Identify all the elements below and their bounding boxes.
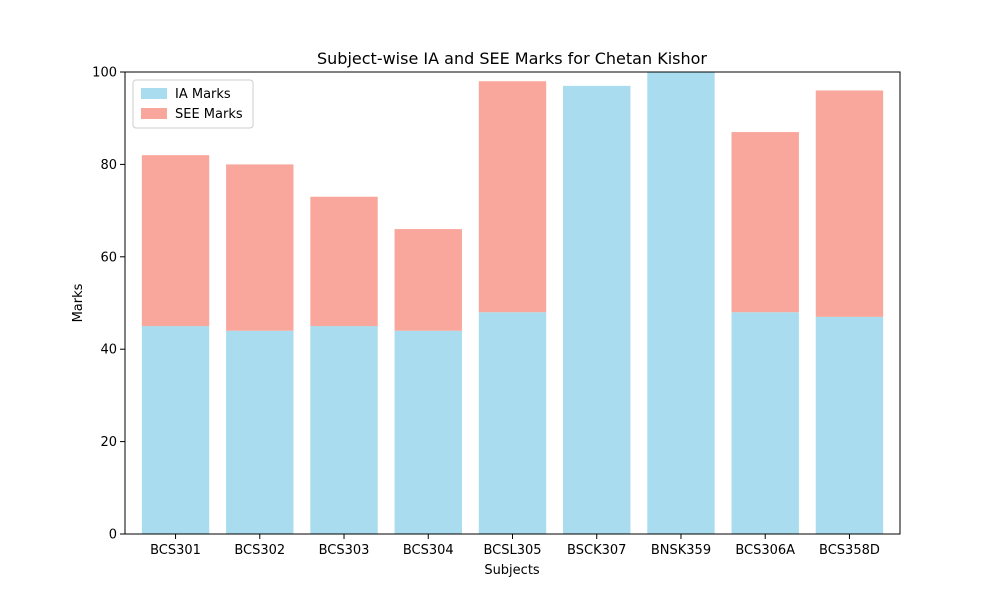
bar-see-bcsl305 [478, 81, 547, 313]
x-tick-label: BCSL305 [483, 543, 541, 558]
legend-swatch-see [141, 108, 167, 119]
x-axis-label: Subjects [484, 563, 540, 578]
x-tick-label: BSCK307 [567, 543, 626, 558]
x-tick-label: BCS306A [735, 543, 795, 558]
bar-ia-bcsl305 [478, 312, 547, 534]
bar-ia-bnsk359 [647, 72, 715, 534]
plot-area: 0 20 40 60 80 100 BCS301 BCS302 BCS303 BCS304 BCSL… [92, 66, 901, 558]
bar-ia-bcs301 [141, 326, 210, 534]
bar-ia-bcs303 [310, 326, 378, 534]
y-tick-label: 20 [100, 435, 117, 450]
y-tick-label: 80 [100, 158, 117, 173]
bar-ia-bcs358d [815, 316, 884, 534]
bar-ia-bsck307 [563, 85, 631, 535]
chart-title: Subject-wise IA and SEE Marks for Chetan… [317, 49, 707, 68]
bar-ia-bcs306a [731, 312, 799, 534]
y-tick-label: 0 [109, 528, 117, 543]
x-tick-label: BCS303 [319, 543, 370, 558]
bar-see-bcs358d [815, 90, 884, 317]
y-tick-label: 60 [100, 250, 117, 265]
bar-ia-bcs304 [394, 330, 462, 534]
bar-see-bcs304 [394, 229, 462, 331]
bar-see-bcs303 [310, 196, 378, 327]
y-tick-label: 100 [92, 66, 117, 81]
x-tick-label: BNSK359 [651, 543, 711, 558]
legend-swatch-ia [141, 88, 167, 99]
bar-ia-bcs302 [226, 330, 294, 534]
x-tick-label: BCS358D [819, 543, 880, 558]
bar-see-bcs302 [226, 164, 294, 331]
y-tick-label: 40 [100, 343, 117, 358]
legend: IA Marks SEE Marks [132, 79, 254, 129]
legend-label-see: SEE Marks [175, 107, 243, 122]
x-tick-label: BCS302 [234, 543, 285, 558]
x-tick-label: BCS301 [150, 543, 201, 558]
bar-see-bcs306a [731, 132, 799, 313]
legend-label-ia: IA Marks [175, 87, 231, 102]
y-axis-label: Marks [71, 283, 86, 322]
bar-see-bcs301 [141, 155, 210, 327]
x-tick-label: BCS304 [403, 543, 454, 558]
